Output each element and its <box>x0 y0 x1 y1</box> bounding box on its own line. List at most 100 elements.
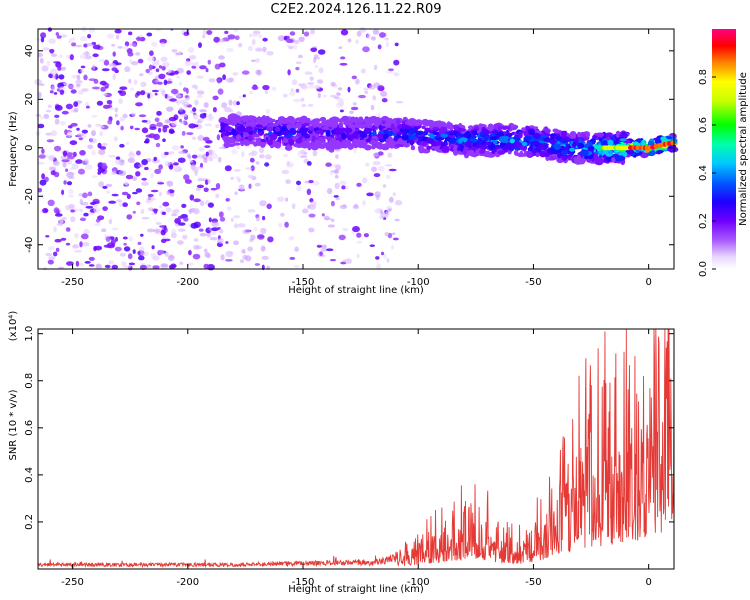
spectrogram-cell <box>154 168 162 175</box>
spectrogram-cell <box>108 260 114 265</box>
spectrogram-cell <box>277 196 285 202</box>
spectrogram-cell <box>126 193 131 199</box>
spectrogram-cell <box>144 166 149 171</box>
spectrogram-cell <box>325 129 331 137</box>
spectrogram-cell <box>329 117 337 122</box>
spectrogram-cell <box>79 150 86 156</box>
spectrogram-cell <box>387 208 392 212</box>
spectrogram-cell <box>162 126 168 133</box>
spectrogram-cell <box>55 247 60 252</box>
spectrogram-cell <box>145 68 150 74</box>
spectrogram-cell <box>300 115 308 123</box>
spectrogram-cell <box>373 173 381 178</box>
spectrogram-cell <box>557 152 562 159</box>
spectrogram-cell <box>267 236 274 243</box>
spectrogram-cell <box>140 90 146 96</box>
spectrogram-cell <box>388 168 397 172</box>
spectrogram-cell <box>169 129 175 134</box>
spectrogram-cell <box>65 227 71 232</box>
spectrogram-cell <box>92 53 99 58</box>
spectrogram-cell <box>247 45 253 52</box>
spectrogram-cell <box>198 147 205 152</box>
spectrogram-cell <box>611 157 616 163</box>
spectrogram-cell <box>232 142 241 146</box>
spectrogram-cell <box>183 217 189 222</box>
spectrogram-cell <box>65 168 69 172</box>
spectrogram-cell <box>66 261 74 266</box>
spectrogram-y-label: Frequency (Hz) <box>8 111 19 187</box>
spectrogram-cell <box>78 137 84 141</box>
spectrogram-cell <box>80 233 89 240</box>
spectrogram-cell <box>230 122 237 126</box>
spectrogram-cell <box>383 253 387 260</box>
spectrogram-cell <box>155 79 159 83</box>
snr-panel: -250 -200 -150 -100 -50 0 0.2 0.4 0.6 0.8 1.0 Hei… <box>8 311 675 595</box>
spectrogram-cell <box>358 116 364 122</box>
spectrogram-cell <box>190 222 199 229</box>
snr-y-label: SNR (10 * v/v) <box>8 389 19 460</box>
spectrogram-cell <box>198 228 204 232</box>
spectrogram-cell <box>98 149 106 156</box>
spectrogram-cell <box>127 51 134 57</box>
spectrogram-cell <box>667 145 677 153</box>
spectrogram-cell <box>132 210 136 214</box>
spectrogram-cell <box>373 64 378 71</box>
spectrogram-cell <box>409 127 416 135</box>
spectrogram-cell <box>245 255 252 262</box>
spectrogram-cell <box>386 174 391 180</box>
spectrogram-cell <box>435 137 445 141</box>
spectrogram-cell <box>101 228 107 233</box>
spectrogram-cell <box>235 134 242 140</box>
spectrogram-cell <box>219 38 225 43</box>
spectrogram-cell <box>118 170 127 176</box>
spectrogram-cell <box>387 152 393 158</box>
spectrogram-cell <box>380 90 387 97</box>
spectrogram-cell <box>112 73 116 81</box>
spectrogram-cell <box>189 194 195 201</box>
spectrogram-cell <box>395 101 404 104</box>
spectrogram-cell <box>61 189 65 196</box>
spectrogram-cell <box>345 258 352 264</box>
spectrogram-cell <box>130 43 137 47</box>
x-tick-label: -100 <box>407 577 430 588</box>
spectrogram-cell <box>180 145 184 149</box>
spectrogram-cell <box>371 166 377 172</box>
spectrogram-cell <box>111 67 118 72</box>
spectrogram-cell <box>101 142 108 147</box>
spectrogram-cell <box>87 34 92 39</box>
spectrogram-cell <box>259 200 267 207</box>
spectrogram-cell <box>255 161 260 165</box>
spectrogram-cell <box>266 139 273 146</box>
spectrogram-cell <box>334 175 339 179</box>
colorbar-ticks: 0.0 0.2 0.4 0.6 0.8 <box>698 69 716 277</box>
spectrogram-cell <box>579 131 586 138</box>
spectrogram-cell <box>242 94 246 98</box>
spectrogram-cell <box>179 118 183 123</box>
spectrogram-cell <box>101 93 108 96</box>
spectrogram-cell <box>117 46 123 49</box>
spectrogram-cell <box>67 125 73 129</box>
spectrogram-cell <box>293 143 299 148</box>
spectrogram-cell <box>92 64 96 70</box>
spectrogram-cell <box>369 244 375 247</box>
spectrogram-cell <box>303 151 308 156</box>
spectrogram-cell <box>152 265 160 270</box>
spectrogram-cell <box>241 151 245 158</box>
spectrogram-cell <box>188 154 192 160</box>
spectrogram-cell <box>78 208 83 213</box>
spectrogram-cell <box>111 264 119 270</box>
spectrogram-cell <box>288 139 295 146</box>
spectrogram-cell <box>104 264 111 269</box>
spectrogram-cell <box>54 118 60 125</box>
spectrogram-cell <box>40 37 45 43</box>
spectrogram-cell <box>569 147 575 152</box>
spectrogram-cell <box>349 110 354 115</box>
spectrogram-cell <box>224 107 232 113</box>
spectrogram-cell <box>380 251 385 256</box>
spectrogram-cell <box>66 152 74 156</box>
spectrogram-cell <box>218 146 226 150</box>
spectrogram-cell <box>161 211 166 215</box>
spectrogram-cell <box>225 259 233 262</box>
spectrogram-cell <box>477 143 482 147</box>
spectrogram-cell <box>297 151 301 157</box>
